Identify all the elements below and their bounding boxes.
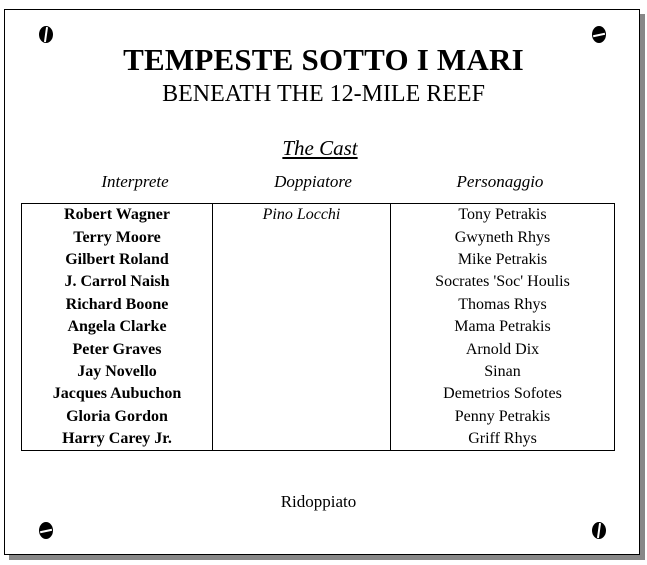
section-title: The Cast — [282, 136, 358, 160]
actor-cell: Gloria Gordon — [21, 405, 213, 428]
page-subtitle: BENEATH THE 12-MILE REEF — [162, 81, 485, 107]
actor-cell: Peter Graves — [21, 338, 213, 361]
table-row: Jay Novello Sinan — [21, 360, 615, 384]
character-cell: Tony Petrakis — [390, 203, 615, 227]
character-cell: Griff Rhys — [390, 427, 615, 452]
dubber-cell — [212, 360, 391, 384]
actor-cell: Gilbert Roland — [21, 248, 213, 272]
table-row: Peter Graves Arnold Dix — [21, 338, 615, 361]
screw-icon — [592, 522, 606, 539]
dubber-cell — [212, 271, 391, 294]
character-cell: Sinan — [390, 360, 615, 384]
character-cell: Mike Petrakis — [390, 248, 615, 272]
dubber-cell: Pino Locchi — [212, 203, 391, 227]
character-cell: Arnold Dix — [390, 338, 615, 361]
dubber-cell — [212, 293, 391, 316]
screw-icon — [39, 522, 53, 539]
actor-cell: Harry Carey Jr. — [21, 427, 213, 452]
column-header-personaggio: Personaggio — [456, 172, 544, 191]
character-cell: Mama Petrakis — [390, 315, 615, 339]
character-cell: Penny Petrakis — [390, 405, 615, 428]
column-header-interprete: Interprete — [101, 172, 169, 191]
dubber-cell — [212, 248, 391, 272]
character-cell: Demetrios Sofotes — [390, 383, 615, 406]
footer-note: Ridoppiato — [280, 492, 357, 511]
actor-cell: Terry Moore — [21, 226, 213, 249]
dubber-cell — [212, 383, 391, 406]
screw-icon — [592, 26, 606, 43]
actor-cell: Jacques Aubuchon — [21, 383, 213, 406]
dubber-cell — [212, 405, 391, 428]
column-header-doppiatore: Doppiatore — [274, 172, 352, 191]
dubber-cell — [212, 226, 391, 249]
table-row: Angela Clarke Mama Petrakis — [21, 315, 615, 339]
table-row: Gloria Gordon Penny Petrakis — [21, 405, 615, 428]
cast-table: Robert Wagner Pino Locchi Tony Petrakis Ter… — [21, 203, 615, 452]
table-row: Terry Moore Gwyneth Rhys — [21, 226, 615, 249]
character-cell: Thomas Rhys — [390, 293, 615, 316]
dubber-cell — [212, 315, 391, 339]
screw-icon — [39, 26, 53, 43]
table-row: Richard Boone Thomas Rhys — [21, 293, 615, 316]
table-row: Harry Carey Jr. Griff Rhys — [21, 427, 615, 452]
table-row: J. Carrol Naish Socrates 'Soc' Houlis — [21, 271, 615, 294]
actor-cell: Jay Novello — [21, 360, 213, 384]
actor-cell: Angela Clarke — [21, 315, 213, 339]
actor-cell: Richard Boone — [21, 293, 213, 316]
dubber-cell — [212, 338, 391, 361]
page-title: TEMPESTE SOTTO I MARI — [123, 42, 524, 77]
actor-cell: Robert Wagner — [21, 203, 213, 227]
character-cell: Socrates 'Soc' Houlis — [390, 271, 615, 294]
table-row: Gilbert Roland Mike Petrakis — [21, 248, 615, 272]
table-row: Robert Wagner Pino Locchi Tony Petrakis — [21, 203, 615, 227]
dubber-cell — [212, 427, 391, 452]
character-cell: Gwyneth Rhys — [390, 226, 615, 249]
actor-cell: J. Carrol Naish — [21, 271, 213, 294]
table-row: Jacques Aubuchon Demetrios Sofotes — [21, 383, 615, 406]
